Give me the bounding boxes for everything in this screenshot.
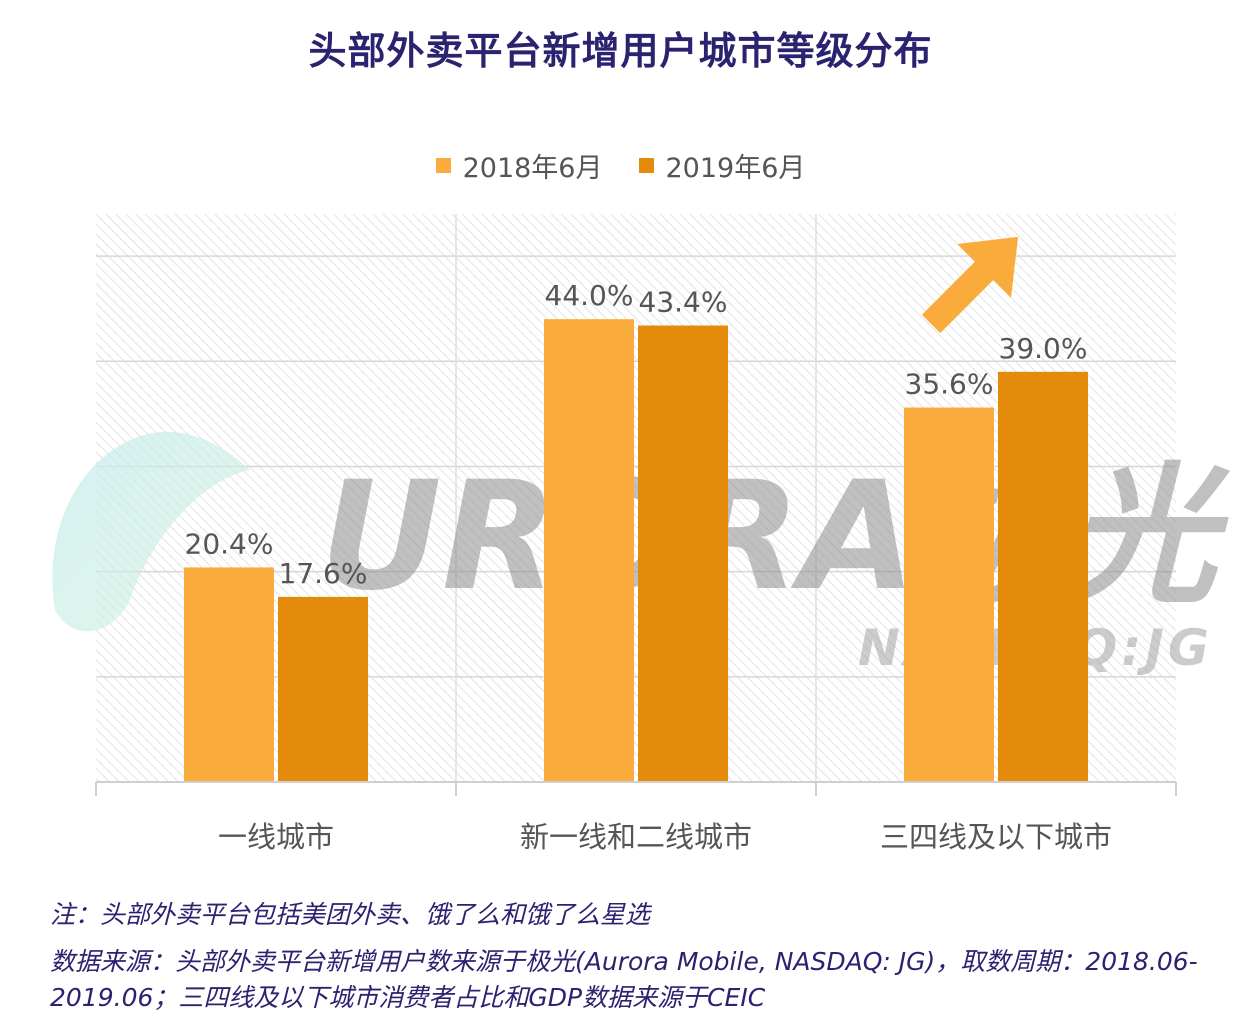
bar-2018 xyxy=(184,567,274,782)
bar-chart: URORA极光 NASDAQ:JG 20.4%17.6%44.0%43.4%35… xyxy=(52,214,1230,854)
source-text: 数据来源：头部外卖平台新增用户数来源于极光(Aurora Mobile, NAS… xyxy=(50,947,1198,1012)
bar-2019 xyxy=(998,371,1088,782)
bar-2018 xyxy=(904,407,994,782)
value-label: 20.4% xyxy=(185,527,274,560)
legend-label-2019: 2019年6月 xyxy=(665,153,806,184)
note-text: 注：头部外卖平台包括美团外卖、饿了么和饿了么星选 xyxy=(50,900,651,929)
bar-2019 xyxy=(278,596,368,782)
legend-swatch-2018 xyxy=(435,158,451,173)
watermark-logo: URORA极光 xyxy=(320,450,1230,624)
plot-area xyxy=(96,214,1176,782)
value-label: 17.6% xyxy=(279,557,368,590)
chart-legend: 2018年6月 2019年6月 xyxy=(0,146,1241,185)
x-axis-ticks xyxy=(95,782,1177,796)
category-label: 新一线和二线城市 xyxy=(520,820,752,854)
value-label: 39.0% xyxy=(999,332,1088,365)
legend-item-2018: 2018年6月 xyxy=(435,146,603,185)
value-label: 44.0% xyxy=(545,279,634,312)
watermark-swoosh xyxy=(52,431,250,632)
chart-title: 头部外卖平台新增用户城市等级分布 xyxy=(308,29,933,73)
legend-swatch-2019 xyxy=(638,158,654,173)
value-label: 35.6% xyxy=(905,368,994,401)
footnotes: 注：头部外卖平台包括美团外卖、饿了么和饿了么星选 数据来源：头部外卖平台新增用户… xyxy=(50,896,1210,1026)
category-label: 三四线及以下城市 xyxy=(880,820,1112,854)
category-label: 一线城市 xyxy=(218,820,334,854)
legend-item-2019: 2019年6月 xyxy=(638,146,806,185)
value-labels: 20.4%17.6% 44.0% 43.4% 35.6%39.0% xyxy=(185,279,1088,590)
value-label: 43.4% xyxy=(639,285,728,318)
x-axis-labels: 一线城市 新一线和二线城市 三四线及以下城市 xyxy=(218,820,1112,854)
legend-label-2018: 2018年6月 xyxy=(462,153,603,184)
bar-2018 xyxy=(544,319,634,782)
bar-2019 xyxy=(638,325,728,782)
bars xyxy=(184,319,1088,782)
up-arrow-icon xyxy=(921,236,1019,334)
